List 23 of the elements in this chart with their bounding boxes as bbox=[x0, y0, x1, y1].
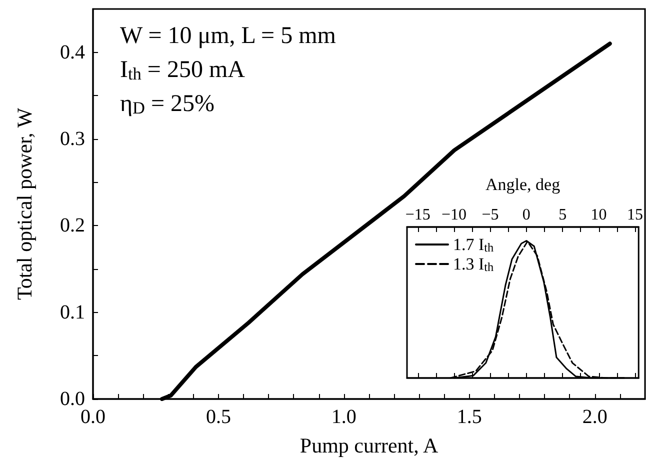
y-tick-label: 0.3 bbox=[60, 128, 85, 150]
x-tick-label: 10 bbox=[590, 206, 607, 224]
x-tick-label: 15 bbox=[627, 206, 643, 224]
legend-label: 1.3 Ith bbox=[453, 254, 494, 274]
y-tick-label: 0.1 bbox=[60, 301, 85, 324]
x-tick-label: −15 bbox=[405, 206, 430, 224]
x-tick-label: 0.5 bbox=[206, 406, 231, 428]
x-tick-label: 5 bbox=[558, 206, 567, 224]
x-tick-label: −5 bbox=[482, 206, 499, 224]
y-tick-label: 0.4 bbox=[60, 41, 85, 64]
annotation: ηD = 25% bbox=[120, 91, 215, 118]
x-axis-title: Pump current, A bbox=[300, 434, 439, 458]
y-tick-label: 0.2 bbox=[60, 214, 85, 237]
x-tick-label: 0 bbox=[522, 206, 530, 224]
x-tick-label: 1.0 bbox=[331, 406, 356, 428]
x-tick-label: −10 bbox=[442, 206, 467, 224]
y-axis-title: Total optical power, W bbox=[12, 108, 36, 300]
x-tick-label: 1.5 bbox=[456, 406, 482, 428]
annotation: Ith = 250 mA bbox=[120, 57, 246, 84]
annotation: W = 10 μm, L = 5 mm bbox=[120, 23, 336, 49]
x-axis-title: Angle, deg bbox=[486, 175, 561, 194]
legend-label: 1.7 Ith bbox=[453, 235, 494, 254]
x-tick-label: 2.0 bbox=[582, 406, 608, 428]
